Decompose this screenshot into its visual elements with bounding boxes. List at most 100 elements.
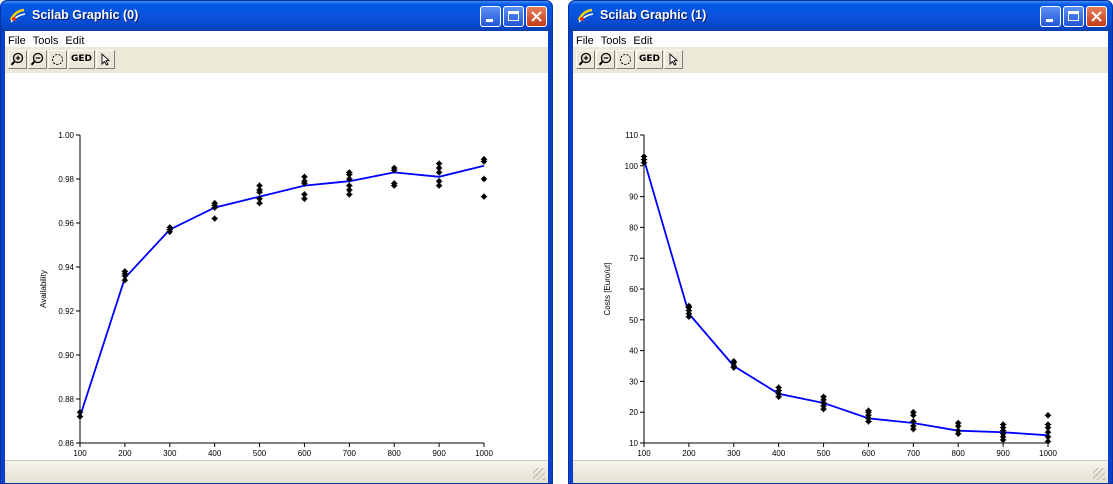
data-point [435,178,443,185]
data-point [166,224,173,231]
toolbar: GED [573,47,1108,73]
y-tick-label: 40 [629,347,638,356]
data-point [480,193,488,200]
zoom-out-button[interactable] [28,50,47,69]
zoom-out-icon [598,52,612,66]
zoom-in-button[interactable] [8,50,27,69]
x-tick-label: 700 [343,449,357,458]
x-tick-label: 600 [298,449,312,458]
zoom-in-button[interactable] [576,50,595,69]
x-tick-label: 900 [432,449,446,458]
x-tick-label: 200 [682,449,696,458]
y-tick-label: 30 [629,377,638,386]
menu-edit[interactable]: Edit [65,35,85,47]
y-tick-label: 60 [629,285,638,294]
x-tick-label: 300 [727,449,741,458]
title-bar[interactable]: Scilab Graphic (0) [1,1,552,31]
menu-edit[interactable]: Edit [633,35,653,47]
data-point [955,427,962,434]
data-point [685,302,693,310]
ged-button[interactable]: GED [636,50,663,69]
data-point [346,175,353,183]
rotate-icon [620,54,631,65]
data-point [1044,412,1052,419]
x-tick-label: 100 [637,449,651,458]
pointer-button[interactable] [96,50,115,69]
y-tick-label: 1.00 [58,131,74,140]
menu-tools[interactable]: Tools [32,35,59,47]
rotate-button[interactable] [616,50,635,69]
y-tick-label: 80 [629,223,638,232]
data-point [301,173,308,180]
mean-series-line [79,164,485,417]
pointer-button[interactable] [664,50,683,69]
y-tick-label: 50 [629,316,638,325]
data-point [820,393,827,400]
y-tick-label: 0.90 [58,351,74,360]
menu-tools[interactable]: Tools [600,35,627,47]
data-point [640,153,648,160]
data-point [910,422,917,430]
minimize-button[interactable] [1040,6,1061,27]
x-tick-label: 900 [996,449,1010,458]
data-point [480,156,488,163]
x-tick-label: 800 [952,449,966,458]
data-point [480,175,488,183]
x-tick-label: 600 [862,449,876,458]
availability-chart: 100 200 300 400 500 600 700 800 900 1000 0.86 0.88 0… [39,131,493,478]
y-tick-label: 100 [625,162,639,171]
data-point [955,419,962,427]
data-point [256,182,263,189]
scilab-logo-icon [577,7,595,25]
maximize-button[interactable] [1063,6,1084,27]
menu-bar: File Tools Edit [573,31,1108,47]
x-tick-label: 1000 [1039,449,1057,458]
data-point [999,421,1007,428]
rotate-button[interactable] [48,50,67,69]
title-bar[interactable]: Scilab Graphic (1) [569,1,1112,31]
zoom-out-button[interactable] [596,50,615,69]
plot-canvas[interactable]: 100 200 300 400 500 600 700 800 900 1000 0.86 0.88 0… [5,73,548,483]
costs-chart: 100 200 300 400 500 600 700 800 900 1000 10 20 30 40 5… [603,131,1057,478]
menu-bar: File Tools Edit [5,31,548,47]
menu-file[interactable]: File [8,35,26,47]
x-tick-label: 200 [118,449,132,458]
zoom-in-icon [10,52,24,66]
close-button[interactable] [1086,6,1107,27]
zoom-in-icon [578,52,592,66]
data-point [121,268,129,275]
data-point [391,180,398,187]
minimize-button[interactable] [480,6,501,27]
data-point [865,407,872,414]
y-tick-label: 0.94 [58,263,74,272]
data-point [346,169,353,176]
data-point [301,195,308,202]
data-point [910,409,917,416]
plot-canvas[interactable]: 100 200 300 400 500 600 700 800 900 1000 10 20 30 40 5… [573,73,1108,483]
y-tick-label: 0.86 [58,439,74,448]
data-point [256,195,263,202]
y-tick-label: 70 [629,254,638,263]
y-tick-label: 20 [629,408,638,417]
x-tick-label: 100 [73,449,87,458]
data-point [391,164,398,172]
maximize-button[interactable] [503,6,524,27]
menu-file[interactable]: File [576,35,594,47]
y-tick-label: 0.96 [58,219,74,228]
resize-grip[interactable] [533,468,545,480]
y-tick-label: 0.92 [58,307,74,316]
graphic-window-1: Scilab Graphic (1) File Tools Edit [568,0,1113,484]
status-bar [573,460,1108,483]
status-bar [5,460,548,483]
resize-grip[interactable] [1093,468,1105,480]
y-axis-title: Availability [39,270,48,308]
close-button[interactable] [526,6,547,27]
ged-button[interactable]: GED [68,50,95,69]
data-point [730,358,737,365]
graphic-window-0: Scilab Graphic (0) File Tools Edit [0,0,553,484]
toolbar: GED [5,47,548,73]
y-tick-label: 0.98 [58,175,74,184]
data-point [435,160,443,167]
x-tick-label: 400 [772,449,786,458]
y-tick-label: 0.88 [58,395,74,404]
